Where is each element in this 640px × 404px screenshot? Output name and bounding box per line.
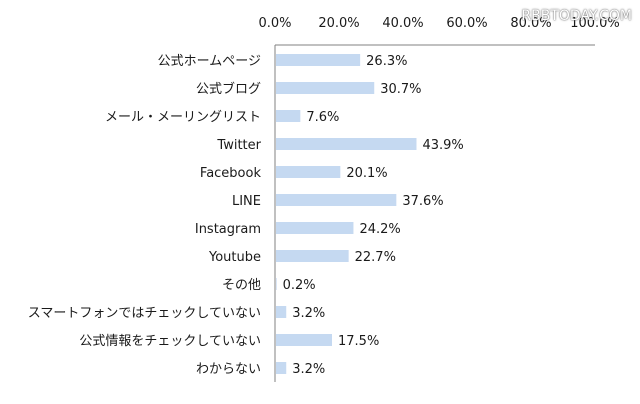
x-tick-label: 100.0% xyxy=(570,16,620,31)
watermark-logo: RBBTODAY.COM xyxy=(521,8,632,24)
x-tick-label: 40.0% xyxy=(382,16,423,31)
y-category-label: 公式ブログ xyxy=(196,81,261,97)
data-label: 0.2% xyxy=(283,278,316,293)
data-label: 7.6% xyxy=(306,110,339,125)
y-category-label: Instagram xyxy=(195,222,261,237)
y-category-label: メール・メーリングリスト xyxy=(105,110,261,125)
y-category-label: スマートフォンではチェックしていない xyxy=(28,306,261,321)
bar xyxy=(276,306,287,318)
bar xyxy=(276,194,397,206)
data-label: 3.2% xyxy=(292,306,325,321)
bar xyxy=(276,250,349,262)
y-category-label: 公式ホームページ xyxy=(158,54,261,69)
x-tick-label: 0.0% xyxy=(258,16,291,31)
bar xyxy=(276,54,361,66)
y-category-label: LINE xyxy=(232,194,261,209)
x-tick-label: 80.0% xyxy=(510,16,551,31)
y-category-label: わからない xyxy=(196,362,261,377)
data-label: 43.9% xyxy=(422,138,463,153)
bar xyxy=(276,82,375,94)
data-label: 37.6% xyxy=(402,194,443,209)
x-tick-label: 20.0% xyxy=(318,16,359,31)
y-category-label: 公式情報をチェックしていない xyxy=(79,334,261,349)
data-label: 20.1% xyxy=(346,166,387,181)
data-label: 22.7% xyxy=(355,250,396,265)
y-category-label: Youtube xyxy=(208,250,261,265)
bar xyxy=(276,138,417,150)
data-label: 30.7% xyxy=(380,82,421,97)
y-category-label: Twitter xyxy=(216,138,261,153)
bar xyxy=(276,278,277,290)
bar xyxy=(276,362,287,374)
bar xyxy=(276,334,332,346)
data-label: 26.3% xyxy=(366,54,407,69)
x-tick-label: 60.0% xyxy=(446,16,487,31)
bar xyxy=(276,110,301,122)
data-label: 3.2% xyxy=(292,362,325,377)
bar xyxy=(276,166,341,178)
y-category-label: その他 xyxy=(222,278,261,293)
data-label: 17.5% xyxy=(338,334,379,349)
data-label: 24.2% xyxy=(359,222,400,237)
y-category-label: Facebook xyxy=(200,166,262,181)
bar xyxy=(276,222,354,234)
